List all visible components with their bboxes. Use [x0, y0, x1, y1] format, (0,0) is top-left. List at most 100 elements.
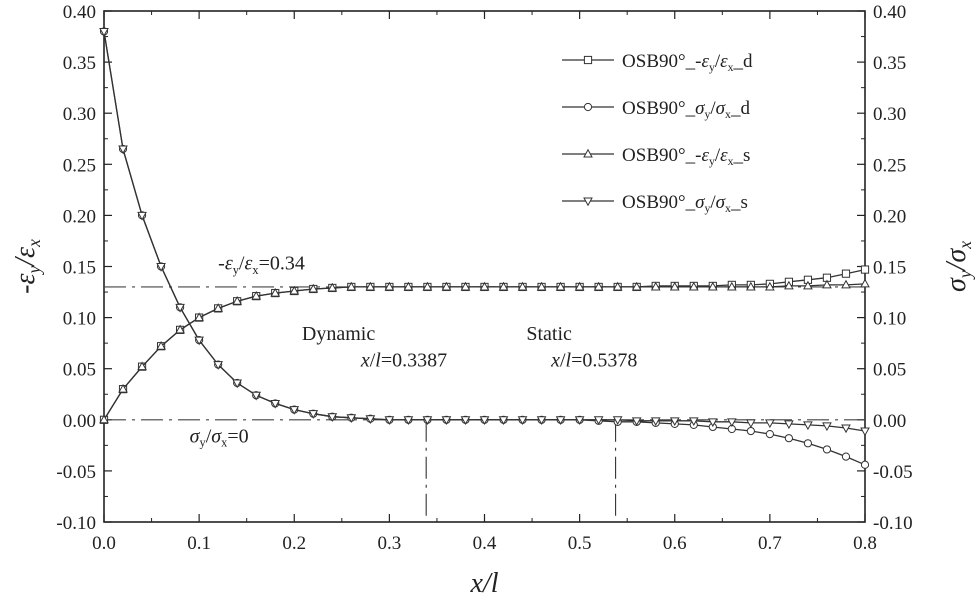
- data-point: [327, 413, 338, 422]
- data-point: [99, 414, 109, 424]
- data-point: [574, 281, 585, 291]
- legend-label: OSB90°_-εy​/εx​_s: [622, 145, 750, 168]
- data-point: [289, 285, 300, 295]
- data-point: [175, 324, 185, 334]
- y-tick-label-right: 0.40: [873, 2, 906, 23]
- data-point: [650, 281, 661, 291]
- data-point: [289, 406, 300, 415]
- data-point: [270, 399, 281, 409]
- data-point: [746, 281, 756, 291]
- series-line: [103, 268, 866, 421]
- y-tick-label-left: 0.15: [63, 258, 96, 279]
- data-point: [137, 211, 147, 221]
- data-point: [346, 414, 357, 423]
- data-point: [784, 434, 794, 443]
- data-point: [403, 281, 414, 291]
- data-point: [308, 283, 319, 293]
- data-point: [669, 417, 680, 427]
- data-point: [860, 427, 870, 437]
- data-point: [517, 281, 528, 291]
- series-circle: [99, 27, 870, 469]
- data-point: [707, 281, 718, 291]
- y-tick-label-right: -0.05: [873, 462, 913, 483]
- data-point: [726, 418, 737, 428]
- data-point: [460, 281, 471, 291]
- data-point: [593, 281, 604, 291]
- data-point: [765, 430, 774, 439]
- x-tick-label: 0.2: [282, 533, 306, 554]
- data-point: [308, 410, 319, 419]
- data-point: [803, 280, 813, 290]
- data-point: [860, 460, 870, 469]
- data-point: [460, 416, 471, 426]
- y-tick-label-right: 0.10: [873, 309, 906, 330]
- annotation-dynamic: Dynamic: [302, 323, 375, 345]
- data-point: [365, 415, 376, 425]
- legend-item-circle: OSB90°_σy​/σx​_d: [562, 98, 750, 121]
- x-tick-label: 0.6: [663, 533, 687, 554]
- y-tick-label-right: -0.10: [873, 513, 913, 534]
- legend-label: OSB90°_σy​/σx​_d: [622, 98, 750, 121]
- data-point: [536, 281, 547, 291]
- axis-titles: x/l -εy​/εx​ σy​/σx​: [10, 239, 975, 599]
- data-point: [194, 336, 204, 346]
- data-point: [498, 281, 509, 291]
- data-point: [422, 281, 433, 291]
- data-point: [803, 439, 813, 448]
- data-point: [118, 383, 128, 393]
- legend-marker: [583, 55, 593, 65]
- x-tick-label: 0.4: [473, 533, 497, 554]
- x-tick-label: 0.8: [853, 533, 877, 554]
- y-tick-label-left: 0.00: [63, 411, 96, 432]
- data-point: [232, 296, 243, 305]
- data-point: [365, 281, 376, 291]
- data-point: [669, 281, 680, 291]
- data-point: [441, 281, 452, 291]
- data-point: [232, 379, 243, 389]
- y-tick-label-right: 0.35: [873, 53, 906, 74]
- legend-marker: [583, 197, 593, 207]
- y-tick-label-left: 0.30: [63, 104, 96, 125]
- data-point: [213, 361, 223, 370]
- series-layer: [99, 27, 870, 469]
- data-point: [841, 269, 851, 278]
- legend-label: OSB90°_-εy​/εx​_d: [622, 51, 753, 74]
- y-tick-label-left: 0.35: [63, 53, 96, 74]
- data-point: [726, 281, 737, 291]
- x-tick-label: 0.3: [378, 533, 402, 554]
- y-axis-title-left: -εy​/εx​: [10, 239, 44, 294]
- x-axis-title: x/l: [470, 568, 499, 599]
- data-point: [841, 424, 851, 434]
- y-tick-label-left: 0.40: [63, 2, 96, 23]
- reference-lines: [104, 286, 865, 522]
- data-point: [574, 416, 585, 426]
- data-point: [860, 265, 870, 274]
- data-point: [612, 416, 623, 426]
- data-point: [213, 303, 223, 312]
- annotation-eps_ratio: -εy​/εx​=0.34: [218, 253, 305, 277]
- data-point: [746, 419, 756, 429]
- data-point: [593, 416, 604, 426]
- data-point: [156, 340, 166, 350]
- y-tick-label-left: -0.05: [56, 462, 96, 483]
- data-point: [612, 281, 623, 291]
- data-point: [822, 279, 832, 289]
- y-tick-label-left: 0.10: [63, 309, 96, 330]
- data-point: [555, 416, 566, 426]
- annotations: -εy​/εx​=0.34 σy​/σx​=0 Dynamic Static x/l=0…: [190, 253, 638, 450]
- data-point: [403, 416, 414, 426]
- annotation-dyn_x: x/l=0.3387: [360, 350, 447, 372]
- legend-marker: [583, 102, 593, 112]
- data-point: [688, 417, 699, 427]
- y-tick-label-right: 0.15: [873, 258, 906, 279]
- y-tick-label-left: 0.05: [63, 360, 96, 381]
- data-point: [99, 27, 109, 37]
- data-point: [118, 145, 128, 155]
- y-tick-label-left: 0.25: [63, 155, 96, 176]
- legend-marker: [583, 148, 593, 158]
- series-line: [103, 31, 866, 466]
- data-point: [860, 278, 870, 288]
- data-point: [327, 282, 338, 292]
- data-point: [841, 279, 851, 289]
